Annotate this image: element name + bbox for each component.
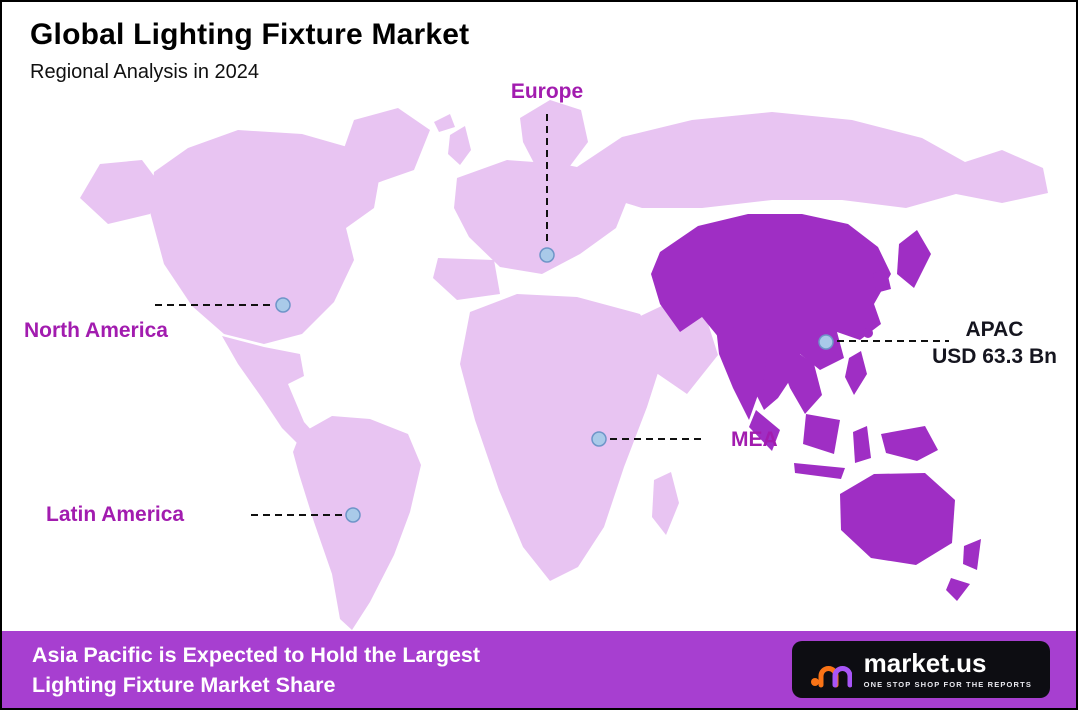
continent-alaska bbox=[80, 160, 160, 224]
region-korea bbox=[873, 267, 891, 293]
region-uk bbox=[448, 126, 471, 165]
label-mea: MEA bbox=[731, 428, 778, 451]
continent-africa bbox=[460, 294, 664, 581]
region-iceland bbox=[434, 114, 455, 132]
region-new-zealand-south bbox=[946, 578, 970, 601]
brand-name: market.us bbox=[863, 648, 987, 678]
page-subtitle: Regional Analysis in 2024 bbox=[30, 61, 260, 83]
page-title: Global Lighting Fixture Market bbox=[30, 18, 470, 51]
world-map-area: Europe North America APAC USD 63.3 Bn ME… bbox=[2, 2, 1076, 631]
marker-latin-america bbox=[345, 507, 361, 523]
region-scandinavia bbox=[520, 100, 588, 174]
region-greenland bbox=[342, 108, 430, 184]
region-new-guinea bbox=[881, 426, 938, 461]
marker-europe bbox=[539, 247, 555, 263]
world-map bbox=[80, 100, 1048, 630]
bottom-banner: Asia Pacific is Expected to Hold the Lar… bbox=[2, 631, 1076, 708]
region-japan bbox=[897, 230, 931, 288]
region-india bbox=[716, 327, 770, 420]
region-new-zealand-north bbox=[963, 539, 981, 570]
region-mexico-central-america bbox=[222, 336, 322, 454]
continent-north-america bbox=[150, 130, 380, 344]
region-australia bbox=[840, 473, 955, 565]
region-russia bbox=[577, 112, 1048, 208]
continent-europe bbox=[454, 160, 630, 274]
region-philippines bbox=[845, 351, 867, 395]
label-apac: APAC USD 63.3 Bn bbox=[922, 316, 1067, 370]
region-sulawesi bbox=[853, 426, 871, 463]
region-apac-mainland bbox=[651, 214, 891, 410]
region-sumatra bbox=[749, 410, 780, 451]
label-apac-value: USD 63.3 Bn bbox=[932, 345, 1057, 368]
brand-tagline: ONE STOP SHOP FOR THE REPORTS bbox=[863, 680, 1032, 689]
marker-north-america bbox=[275, 297, 291, 313]
region-taiwan bbox=[863, 328, 873, 338]
marker-mea bbox=[591, 431, 607, 447]
region-middle-east bbox=[632, 302, 718, 394]
market-us-logo-icon bbox=[810, 665, 852, 687]
label-europe: Europe bbox=[510, 80, 584, 103]
label-latin-america: Latin America bbox=[46, 503, 185, 526]
logo-text: market.us ONE STOP SHOP FOR THE REPORTS bbox=[864, 650, 1032, 689]
region-indochina bbox=[781, 346, 822, 414]
header: Global Lighting Fixture Market Regional … bbox=[30, 18, 469, 84]
label-north-america: North America bbox=[24, 319, 168, 342]
marker-apac bbox=[818, 334, 834, 350]
banner-line-1: Asia Pacific is Expected to Hold the Lar… bbox=[32, 642, 481, 667]
label-apac-name: APAC bbox=[965, 318, 1024, 341]
region-iberia bbox=[433, 258, 500, 300]
brand-logo-box: market.us ONE STOP SHOP FOR THE REPORTS bbox=[791, 641, 1050, 698]
banner-line-2: Lighting Fixture Market Share bbox=[32, 672, 336, 697]
region-java bbox=[794, 463, 845, 479]
banner-text: Asia Pacific is Expected to Hold the Lar… bbox=[32, 640, 480, 700]
continent-south-america bbox=[293, 416, 421, 630]
region-madagascar bbox=[652, 472, 679, 535]
region-borneo bbox=[803, 414, 840, 454]
